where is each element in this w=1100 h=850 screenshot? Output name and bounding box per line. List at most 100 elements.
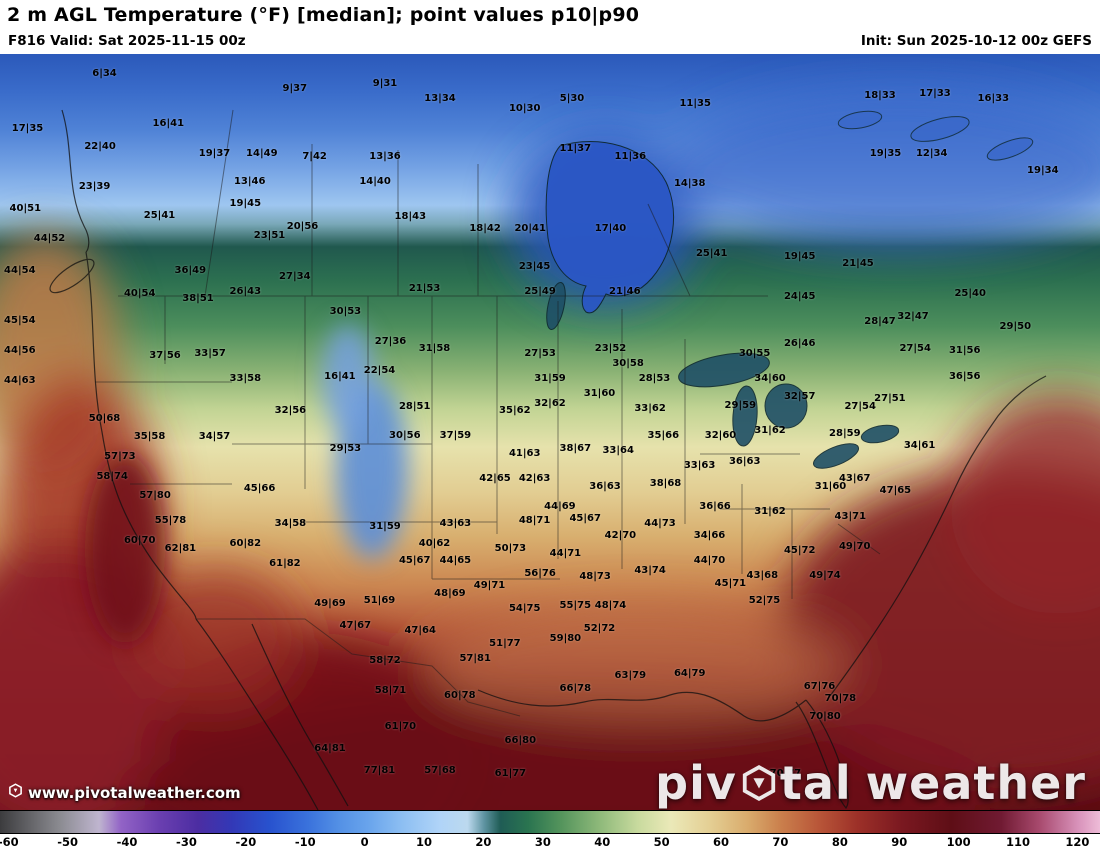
point-value: 30|53	[329, 305, 362, 317]
point-value: 35|58	[133, 431, 166, 443]
point-value: 54|75	[508, 602, 541, 614]
point-value: 28|47	[864, 315, 896, 327]
point-value: 19|34	[1027, 165, 1059, 177]
point-value: 21|53	[408, 283, 441, 295]
point-value: 34|57	[198, 431, 231, 443]
point-value: 28|53	[638, 373, 671, 385]
brand-text-mid: tal	[779, 756, 852, 810]
point-value: 70|80	[809, 711, 841, 722]
point-value: 32|47	[897, 311, 929, 323]
point-value: 45|66	[243, 482, 276, 494]
point-value: 17|33	[919, 88, 951, 100]
colorbar-tick-label: -20	[235, 835, 257, 849]
colorbar-tick-label: 110	[1006, 835, 1031, 849]
colorbar: -60 -50 -40 -30 -20 -10 0 10 20 30 40 50 60 70 80 90 100…	[0, 810, 1100, 850]
point-value: 58|72	[369, 655, 401, 667]
point-value: 33|63	[683, 460, 716, 472]
colorbar-tick-label: 70	[772, 835, 789, 849]
point-value: 29|53	[329, 442, 362, 454]
point-value: 57|73	[104, 450, 136, 462]
point-value: 5|30	[559, 93, 585, 105]
point-value: 36|66	[699, 500, 731, 512]
point-value: 23|39	[78, 181, 111, 193]
colorbar-tick-label: -30	[176, 835, 197, 849]
hudson-bay	[545, 141, 675, 314]
point-value: 32|60	[704, 429, 737, 441]
brand-text-left: piv	[655, 756, 737, 810]
point-value: 58|71	[374, 685, 407, 697]
point-value: 51|69	[363, 595, 396, 607]
colorbar-tick-label: 120	[1065, 835, 1090, 849]
point-value: 40|62	[418, 537, 451, 549]
point-value: 22|40	[84, 140, 116, 152]
point-value: 33|62	[634, 403, 666, 415]
point-value: 57|81	[459, 652, 491, 664]
pivotal-hexagon-icon	[8, 783, 23, 802]
point-value: 36|63	[728, 456, 761, 468]
point-value: 33|58	[229, 373, 262, 385]
point-value: 28|59	[829, 428, 861, 440]
point-value: 34|60	[754, 373, 786, 385]
point-value: 43|74	[634, 565, 666, 577]
point-value: 7|42	[302, 150, 327, 162]
sub-title-bar: F816 Valid: Sat 2025-11-15 00z Init: Sun…	[0, 29, 1100, 54]
point-value: 42|63	[518, 472, 551, 484]
point-value: 23|52	[594, 342, 627, 354]
point-value: 33|64	[602, 444, 634, 456]
point-value: 33|57	[194, 348, 226, 360]
point-value: 66|78	[559, 683, 592, 695]
point-value: 12|34	[915, 147, 948, 159]
point-value: 48|74	[594, 599, 627, 611]
point-value: 45|54	[4, 314, 36, 326]
point-value: 44|71	[549, 547, 582, 559]
point-value: 31|56	[948, 345, 981, 357]
point-value: 45|67	[569, 512, 601, 524]
point-value: 44|63	[4, 375, 36, 387]
point-value: 36|56	[948, 370, 981, 382]
point-value: 21|45	[842, 258, 874, 270]
point-value: 27|34	[279, 271, 311, 283]
point-value: 17|40	[594, 222, 627, 234]
point-value: 27|53	[524, 348, 556, 360]
brand-text-right: weather	[865, 756, 1086, 810]
point-value: 19|45	[229, 197, 262, 209]
colorbar-tick-label: 90	[891, 835, 908, 849]
colorbar-tick-label: -50	[57, 835, 79, 849]
point-value: 27|54	[899, 342, 931, 354]
point-value: 9|37	[282, 82, 308, 94]
point-value: 44|69	[544, 500, 576, 512]
point-value: 31|59	[534, 373, 566, 385]
colorbar-tick-label: 80	[831, 835, 848, 849]
point-value: 22|54	[363, 364, 396, 376]
point-value: 58|74	[96, 471, 128, 483]
point-value: 61|70	[384, 720, 417, 732]
point-value: 29|59	[724, 400, 757, 412]
cold-pockets	[85, 324, 408, 644]
point-value: 50|73	[494, 543, 527, 555]
colorbar-gradient	[0, 811, 1100, 834]
point-value: 60|78	[444, 689, 476, 701]
point-value: 14|40	[359, 175, 391, 187]
point-value: 44|70	[693, 555, 726, 567]
point-value: 62|81	[164, 543, 197, 555]
point-value: 25|49	[524, 286, 556, 298]
point-value: 34|61	[903, 440, 936, 452]
point-value: 35|62	[499, 404, 531, 416]
point-value: 27|36	[374, 336, 407, 348]
point-value: 11|36	[614, 150, 647, 162]
point-value: 32|56	[274, 404, 307, 416]
point-value: 6|34	[92, 67, 117, 79]
point-value: 45|72	[783, 544, 816, 556]
point-value: 31|62	[754, 425, 786, 437]
point-value: 14|38	[673, 178, 706, 190]
point-value: 25|41	[695, 248, 728, 260]
point-value: 55|75	[559, 599, 592, 611]
point-value: 38|68	[649, 478, 682, 490]
point-value: 37|59	[439, 429, 472, 441]
brand-hexagon-icon	[740, 764, 778, 802]
point-value: 49|71	[473, 580, 506, 592]
point-value: 40|51	[9, 202, 42, 214]
political-borders	[95, 109, 881, 717]
point-value: 31|60	[814, 481, 847, 493]
point-value: 36|49	[174, 264, 207, 276]
